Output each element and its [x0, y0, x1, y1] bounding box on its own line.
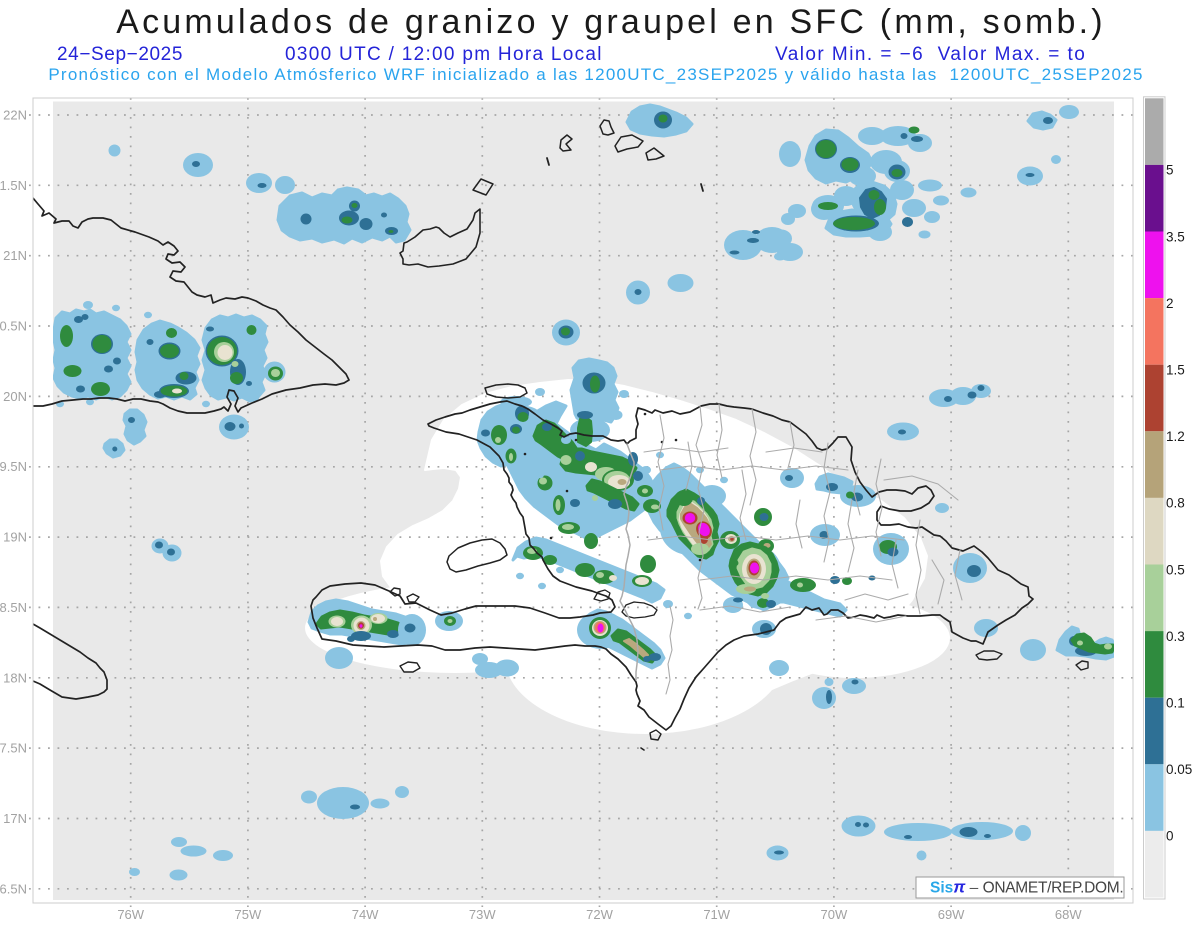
svg-text:0.1: 0.1 [1166, 696, 1185, 711]
svg-text:Sisπ – ONAMET/REP.DOM.: Sisπ – ONAMET/REP.DOM. [930, 878, 1123, 897]
svg-text:1.5: 1.5 [1166, 363, 1185, 378]
svg-text:9.5N: 9.5N [0, 459, 27, 474]
svg-text:72W: 72W [586, 907, 613, 922]
svg-text:75W: 75W [235, 907, 262, 922]
svg-text:0.3: 0.3 [1166, 629, 1185, 644]
svg-text:20N: 20N [3, 389, 27, 404]
svg-text:74W: 74W [352, 907, 379, 922]
svg-text:18N: 18N [3, 670, 27, 685]
svg-text:24−Sep−2025: 24−Sep−2025 [57, 44, 183, 65]
svg-text:71W: 71W [703, 907, 730, 922]
svg-text:2: 2 [1166, 296, 1174, 311]
svg-text:76W: 76W [117, 907, 144, 922]
svg-text:0.05: 0.05 [1166, 762, 1192, 777]
svg-text:6.5N: 6.5N [0, 881, 27, 896]
svg-text:5: 5 [1166, 163, 1174, 178]
svg-text:19N: 19N [3, 530, 27, 545]
svg-text:Valor Min. = −6 Valor Max. =: Valor Min. = −6 Valor Max. = to [775, 44, 1086, 65]
svg-text:Pronóstico con el Modelo Atmós: Pronóstico con el Modelo Atmósferico WRF… [48, 65, 1143, 84]
svg-text:0.5N: 0.5N [0, 319, 27, 334]
svg-text:1.2: 1.2 [1166, 429, 1185, 444]
svg-text:Acumulados de granizo y graupe: Acumulados de granizo y graupel en SFC (… [116, 3, 1106, 41]
svg-text:73W: 73W [469, 907, 496, 922]
svg-text:0: 0 [1166, 829, 1174, 844]
svg-text:17N: 17N [3, 811, 27, 826]
svg-text:0.8: 0.8 [1166, 496, 1185, 511]
svg-text:21N: 21N [3, 248, 27, 263]
svg-text:0.5: 0.5 [1166, 562, 1185, 577]
svg-text:3.5: 3.5 [1166, 229, 1185, 244]
svg-text:22N: 22N [3, 108, 27, 123]
svg-text:0300 UTC / 12:00 pm Hora Local: 0300 UTC / 12:00 pm Hora Local [285, 44, 603, 65]
svg-text:8.5N: 8.5N [0, 600, 27, 615]
svg-text:1.5N: 1.5N [0, 178, 27, 193]
svg-text:68W: 68W [1055, 907, 1082, 922]
svg-text:70W: 70W [821, 907, 848, 922]
svg-text:7.5N: 7.5N [0, 741, 27, 756]
svg-text:69W: 69W [938, 907, 965, 922]
